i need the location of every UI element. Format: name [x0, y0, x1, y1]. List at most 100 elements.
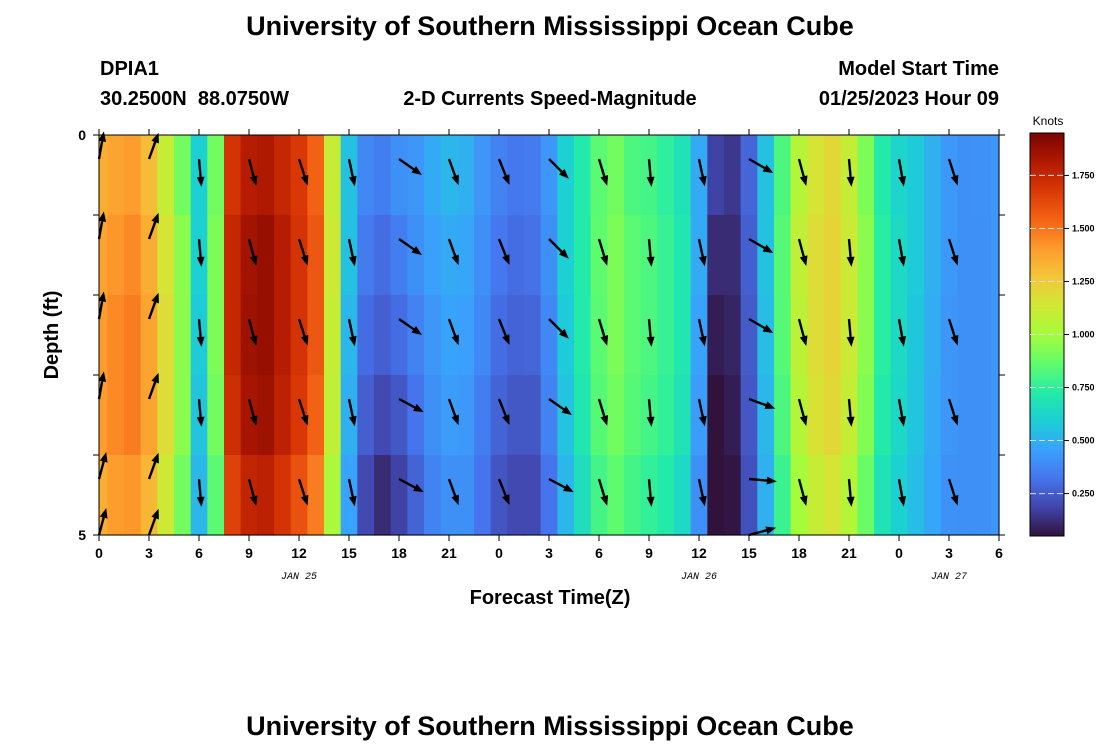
heatmap-cell [107, 455, 125, 536]
speed-heatmap [99, 135, 1000, 536]
current-vector [247, 238, 258, 267]
x-tick-label: 18 [391, 545, 407, 561]
current-vector [748, 157, 774, 173]
heatmap-cell [857, 295, 875, 376]
heatmap-cell [807, 455, 825, 536]
date-labels: JAN 25 JAN 26 JAN 27 [281, 572, 967, 583]
current-vector [748, 237, 774, 253]
vector-shaft [647, 158, 652, 178]
vector-shaft [548, 477, 566, 489]
heatmap-cell [157, 375, 175, 456]
current-vector [297, 318, 309, 346]
vector-shaft [398, 477, 416, 489]
vector-head [99, 451, 108, 463]
heatmap-cell [574, 135, 592, 216]
vector-head [600, 175, 609, 186]
vector-shaft [797, 158, 805, 177]
heatmap-cell [990, 295, 1000, 376]
vector-shaft [647, 478, 652, 498]
heatmap-cell [657, 295, 675, 376]
current-vector [597, 318, 609, 346]
heatmap-cell [474, 455, 492, 536]
current-vector [646, 478, 655, 507]
heatmap-cell [940, 375, 958, 456]
heatmap-cell [374, 375, 392, 456]
heatmap-cell [557, 375, 575, 456]
heatmap-cell [524, 375, 542, 456]
vector-head [898, 176, 907, 187]
current-vector [548, 398, 572, 416]
current-vector [947, 478, 959, 506]
vector-head [151, 372, 159, 384]
heatmap-cell [174, 295, 192, 376]
heatmap-cell [140, 375, 158, 456]
heatmap-cell [774, 375, 792, 456]
vector-head [698, 175, 707, 187]
vector-shaft [597, 318, 606, 337]
current-vector [748, 397, 776, 409]
x-tick-label: 9 [245, 545, 253, 561]
heatmap-cell [790, 455, 808, 536]
current-vector [497, 398, 510, 425]
vector-head [411, 326, 422, 336]
heatmap-cell [557, 455, 575, 536]
vector-shaft [347, 478, 354, 497]
heatmap-cell [757, 135, 775, 216]
current-vector [748, 526, 777, 537]
vector-shaft [697, 318, 704, 337]
current-vector [947, 318, 959, 346]
heatmap-cell [740, 135, 758, 216]
heatmap-cell [707, 295, 725, 376]
vector-shaft [97, 381, 104, 400]
heatmap-cell [474, 295, 492, 376]
heatmap-cell [907, 215, 925, 296]
heatmap-cell [490, 375, 508, 456]
heatmap-cell [407, 215, 425, 296]
current-vector [347, 398, 357, 427]
current-vector [548, 477, 574, 493]
vector-head [558, 248, 569, 259]
vector-shaft [548, 238, 563, 253]
heatmap-cell [807, 295, 825, 376]
heatmap-cell [107, 375, 125, 456]
heatmap-cell [940, 455, 958, 536]
heatmap-cell [540, 135, 558, 216]
heatmap-cell [507, 215, 525, 296]
vector-head [600, 335, 609, 346]
current-vector [147, 372, 159, 400]
vector-shaft [548, 398, 565, 411]
vector-shaft [147, 221, 157, 240]
vector-shaft [497, 478, 507, 497]
vector-shaft [647, 238, 652, 258]
heatmap-cell [940, 295, 958, 376]
vector-head [502, 334, 510, 345]
heatmap-cell [874, 215, 892, 296]
heatmap-cell [890, 295, 908, 376]
current-vector [97, 371, 107, 400]
vector-shaft [847, 158, 852, 178]
heatmap-cell [657, 215, 675, 296]
vector-shaft [247, 478, 255, 497]
current-vector [147, 212, 159, 240]
vector-head [600, 495, 609, 506]
current-vector [447, 238, 459, 266]
vector-head [950, 494, 959, 506]
heatmap-cell [757, 295, 775, 376]
vector-shaft [548, 158, 563, 173]
heatmap-cell [624, 375, 642, 456]
heatmap-cell [990, 215, 1000, 296]
current-vector [548, 238, 569, 259]
current-vector [97, 291, 107, 320]
heatmap-cell [99, 215, 108, 296]
vector-shaft [748, 477, 768, 482]
heatmap-cell [524, 455, 542, 536]
vector-shaft [97, 461, 105, 480]
heatmap-cell [157, 215, 175, 296]
current-vector [897, 158, 907, 187]
heatmap-cell [440, 375, 458, 456]
vector-head [762, 164, 774, 173]
date-label: JAN 25 [281, 572, 317, 583]
heatmap-cell [924, 295, 942, 376]
current-vector [347, 478, 357, 507]
x-tick-label: 21 [841, 545, 857, 561]
